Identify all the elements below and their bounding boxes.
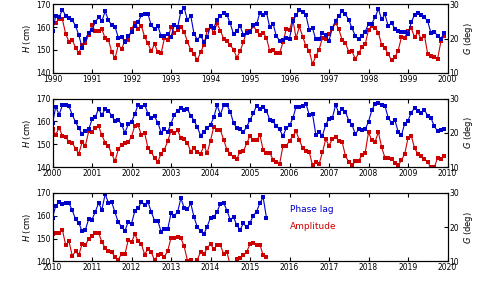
Text: Phase lag: Phase lag (290, 205, 333, 214)
Y-axis label: $G$ (deg): $G$ (deg) (462, 117, 475, 149)
Y-axis label: $G$ (deg): $G$ (deg) (462, 22, 475, 55)
Y-axis label: $G$ (deg): $G$ (deg) (462, 211, 475, 244)
Y-axis label: $H$ (cm): $H$ (cm) (21, 118, 33, 148)
Y-axis label: $H$ (cm): $H$ (cm) (21, 24, 33, 53)
Text: Amplitude: Amplitude (290, 222, 336, 231)
Y-axis label: $H$ (cm): $H$ (cm) (21, 212, 33, 242)
